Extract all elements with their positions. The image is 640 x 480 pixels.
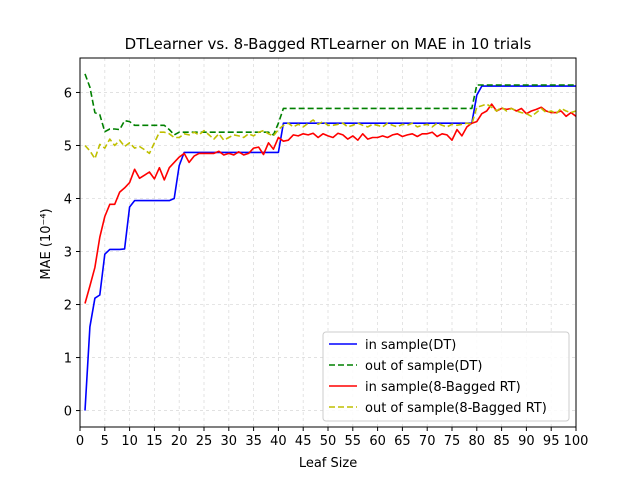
x-axis-label: Leaf Size — [299, 456, 357, 471]
legend-label: out of sample(8-Bagged RT) — [365, 401, 547, 416]
y-tick-label: 0 — [64, 405, 72, 420]
series-line-2 — [84, 73, 576, 136]
y-tick-label: 3 — [64, 246, 72, 261]
legend: in sample(DT) out of sample(DT) in sample(… — [322, 331, 570, 422]
series-line-3 — [84, 103, 577, 304]
x-tick-label: 70 — [419, 434, 436, 449]
x-tick-label: 40 — [270, 434, 287, 449]
chart-title: DTLearner vs. 8-Bagged RTLearner on MAE … — [125, 35, 532, 53]
x-tick-label: 80 — [469, 434, 486, 449]
y-tick-label: 4 — [64, 192, 72, 207]
x-tick-label: 100 — [564, 434, 589, 449]
series-line-1 — [84, 85, 576, 411]
y-tick-label: 6 — [64, 86, 72, 101]
y-tick-label: 1 — [64, 352, 72, 367]
x-tick-label: 85 — [493, 434, 510, 449]
y-tick-label: 2 — [64, 299, 72, 314]
legend-label: in sample(DT) — [365, 338, 456, 353]
x-tick-label: 5 — [101, 434, 109, 449]
x-tick-label: 25 — [196, 434, 213, 449]
x-tick-label: 15 — [146, 434, 163, 449]
x-tick-label: 10 — [121, 434, 138, 449]
y-axis-label: MAE (10⁻⁴) — [39, 208, 54, 279]
x-tick-label: 50 — [320, 434, 337, 449]
legend-box — [322, 331, 570, 422]
x-tick-label: 55 — [345, 434, 362, 449]
legend-label: out of sample(DT) — [365, 359, 482, 374]
x-tick-label: 75 — [444, 434, 461, 449]
x-axis-ticks: 0 5 10 15 20 25 30 35 40 45 50 55 60 65 70 75 80 85 90 95 10… — [76, 427, 589, 449]
series-lines — [84, 73, 577, 411]
x-tick-label: 30 — [221, 434, 238, 449]
x-tick-label: 45 — [295, 434, 312, 449]
legend-label: in sample(8-Bagged RT) — [365, 380, 521, 395]
y-axis-ticks: 0 1 2 3 4 5 6 — [64, 86, 80, 420]
x-tick-label: 60 — [369, 434, 386, 449]
x-tick-label: 35 — [245, 434, 262, 449]
x-tick-label: 90 — [518, 434, 535, 449]
x-tick-label: 65 — [394, 434, 411, 449]
y-tick-label: 5 — [64, 139, 72, 154]
x-tick-label: 20 — [171, 434, 188, 449]
x-tick-label: 95 — [543, 434, 560, 449]
x-tick-label: 0 — [76, 434, 84, 449]
